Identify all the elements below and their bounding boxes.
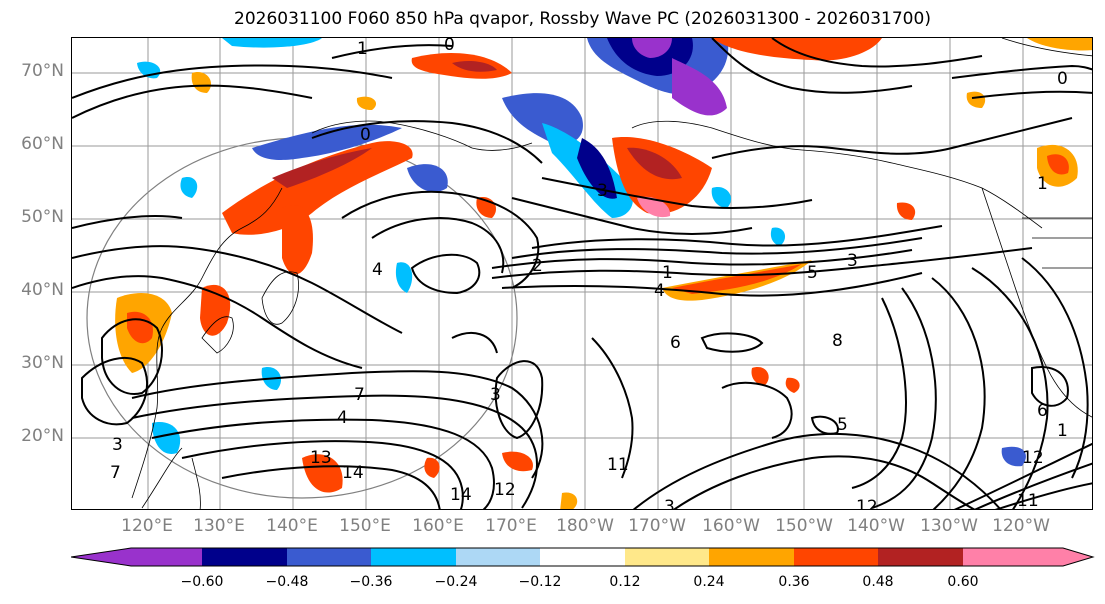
contour-label: 1 [1057, 421, 1068, 441]
contour-label: 4 [654, 281, 665, 301]
colorbar-cell [794, 548, 878, 566]
colorbar-cell [625, 548, 709, 566]
contour-label: 6 [1037, 401, 1048, 421]
contour-label: 3 [664, 497, 675, 510]
colorbar-tick-label: 0.12 [609, 574, 641, 590]
chart-title: 2026031100 F060 850 hPa qvapor, Rossby W… [234, 9, 931, 29]
contour-label: 13 [310, 448, 332, 468]
lon-label: 150°E [339, 516, 391, 536]
lon-label: 180°W [556, 516, 614, 536]
colorbar-tick-label: 0.60 [947, 574, 979, 590]
colorbar [71, 547, 1095, 567]
contour-label: 12 [494, 480, 516, 500]
colorbar-tick-label: −0.24 [434, 574, 478, 590]
contour-label: 3 [847, 251, 858, 271]
lon-label: 170°W [628, 516, 686, 536]
lat-label-60n: 60°N [21, 134, 64, 154]
contour-label: 5 [837, 415, 848, 435]
contour-label: 4 [337, 408, 348, 428]
contour-lines [72, 38, 1092, 509]
contour-labels: 1 0 0 0 1 4 4 6 5 8 3 3 6 7 3 5 13 14 14… [110, 38, 1068, 510]
map-panel: 1 0 0 0 1 4 4 6 5 8 3 3 6 7 3 5 13 14 14… [71, 37, 1093, 510]
lon-label: 130°E [193, 516, 245, 536]
colorbar-cell [709, 548, 794, 566]
lon-label: 160°W [702, 516, 760, 536]
contour-label: 12 [856, 497, 878, 510]
negative-anomaly-shading [137, 38, 1026, 467]
colorbar-cell [371, 548, 456, 566]
coastlines [131, 38, 1092, 509]
contour-label: 7 [354, 385, 365, 405]
colorbar-cell [963, 548, 1093, 566]
colorbar-cell [540, 548, 625, 566]
contour-label: 0 [360, 125, 371, 145]
lat-label-40n: 40°N [21, 280, 64, 300]
lon-label: 140°W [847, 516, 905, 536]
contour-label: 12 [1022, 448, 1044, 468]
contour-label: 14 [450, 485, 472, 505]
contour-label: 1 [662, 263, 673, 283]
map-plot: 1 0 0 0 1 4 4 6 5 8 3 3 6 7 3 5 13 14 14… [72, 38, 1092, 510]
contour-label: 1 [357, 39, 368, 59]
contour-label: 3 [490, 385, 501, 405]
colorbar-tick-label: 0.24 [693, 574, 725, 590]
colorbar-tick-label: 0.36 [778, 574, 810, 590]
lat-label-20n: 20°N [21, 426, 64, 446]
contour-label: 4 [372, 260, 383, 280]
colorbar-tick-label: −0.12 [518, 574, 562, 590]
colorbar-cell [878, 548, 963, 566]
colorbar-tick-label: −0.48 [265, 574, 309, 590]
contour-label: 11 [1017, 491, 1039, 510]
lon-label: 170°E [485, 516, 537, 536]
lon-label: 130°W [920, 516, 978, 536]
colorbar-tick-label: −0.60 [180, 574, 224, 590]
contour-label: 6 [670, 333, 681, 353]
lon-label: 160°E [412, 516, 464, 536]
colorbar-tick-label: 0.48 [862, 574, 894, 590]
contour-label: 3 [597, 181, 608, 201]
colorbar-cell [202, 548, 287, 566]
contour-label: 8 [832, 331, 843, 351]
contour-label: 7 [110, 463, 121, 483]
lon-label: 120°E [121, 516, 173, 536]
lat-label-70n: 70°N [21, 61, 64, 81]
colorbar-cell [287, 548, 371, 566]
lon-label: 150°W [775, 516, 833, 536]
contour-label: 2 [532, 256, 543, 276]
lat-label-50n: 50°N [21, 207, 64, 227]
contour-label: 0 [444, 38, 455, 55]
contour-label: 11 [607, 455, 629, 475]
contour-label: 5 [807, 263, 818, 283]
contour-label: 0 [1057, 69, 1068, 89]
lon-label: 140°E [266, 516, 318, 536]
lat-label-30n: 30°N [21, 353, 64, 373]
contour-label: 3 [112, 435, 123, 455]
colorbar-cell [456, 548, 540, 566]
colorbar-cell [71, 548, 202, 566]
graticule [72, 38, 1092, 509]
contour-label: 14 [342, 463, 364, 483]
colorbar-tick-label: −0.36 [349, 574, 393, 590]
positive-anomaly-shading [115, 38, 1092, 509]
contour-label: 1 [1037, 174, 1048, 194]
lon-label: 120°W [992, 516, 1050, 536]
